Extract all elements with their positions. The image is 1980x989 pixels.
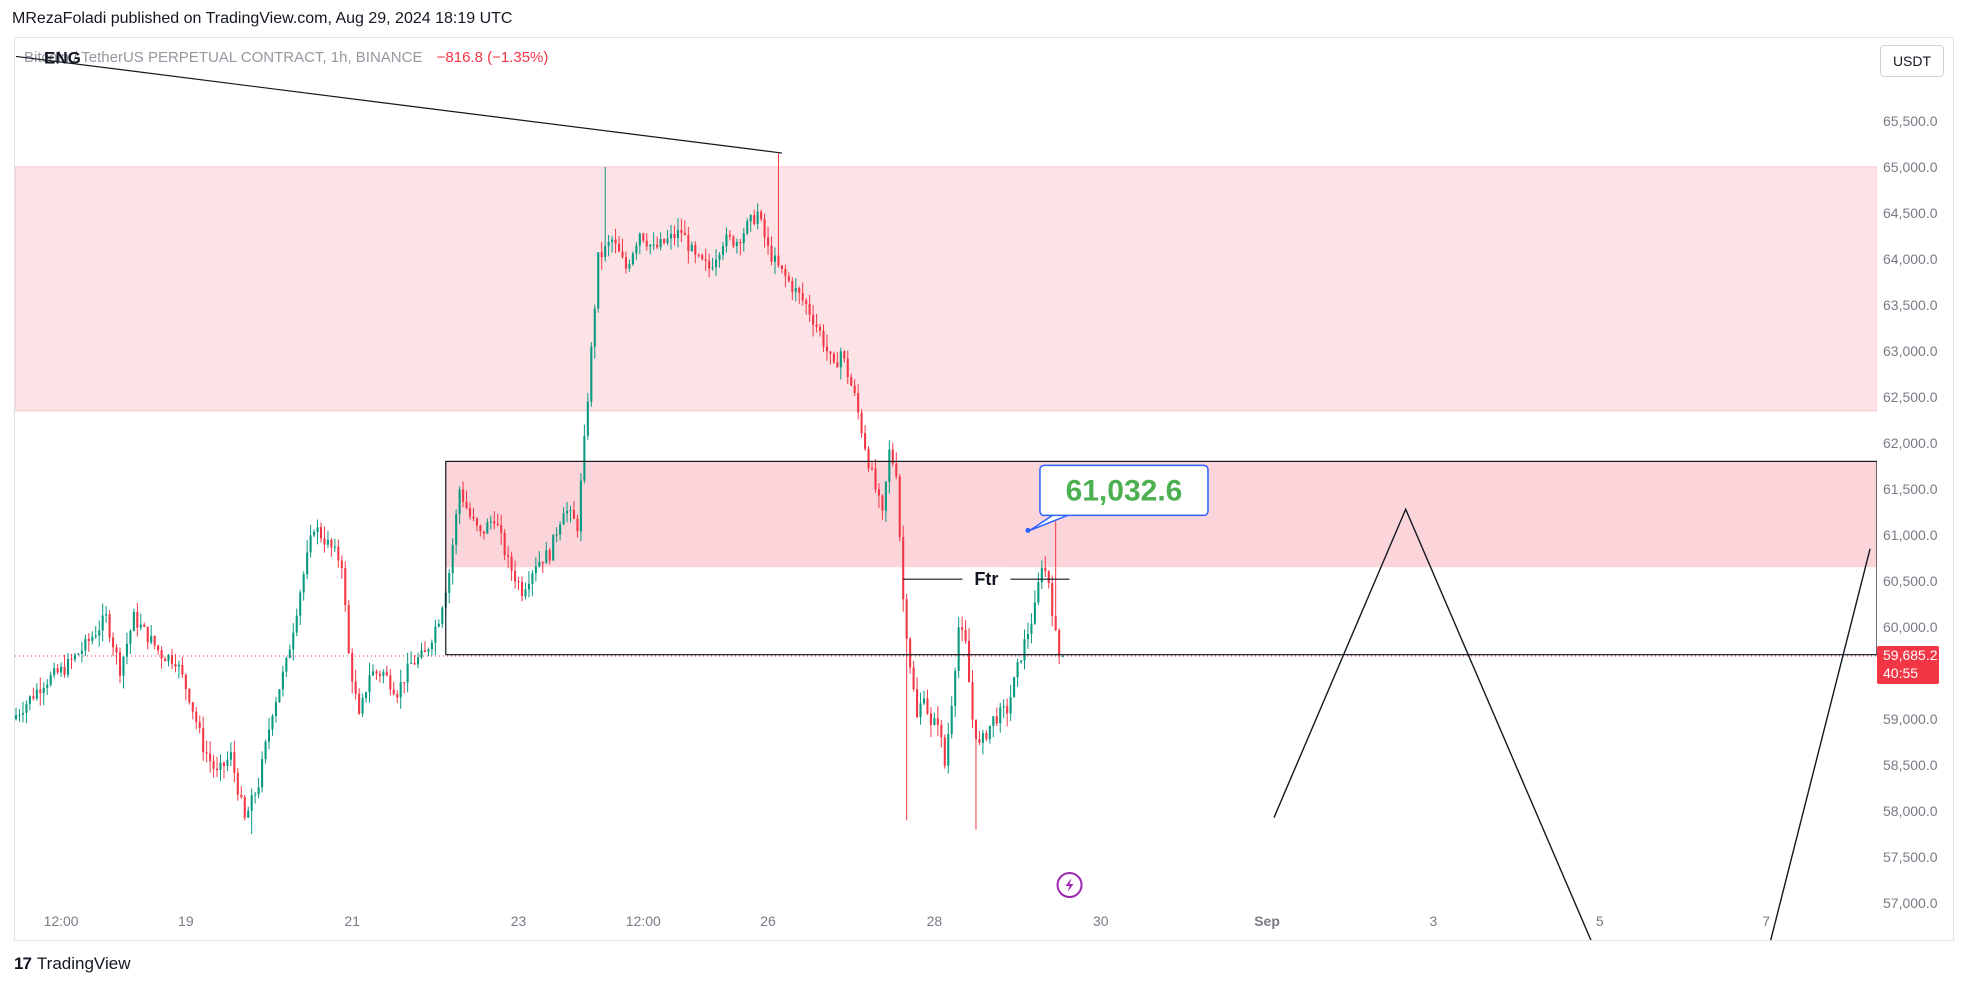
footer-brand-text: TradingView — [36, 954, 131, 973]
footer-brand[interactable]: 17 TradingView — [14, 954, 130, 974]
chart-frame — [14, 37, 1954, 941]
symbol-name[interactable]: Bitcoin / TetherUS PERPETUAL CONTRACT, 1… — [24, 49, 423, 66]
price-change: −816.8 (−1.35%) — [436, 49, 549, 66]
symbol-info: Bitcoin / TetherUS PERPETUAL CONTRACT, 1… — [24, 49, 548, 66]
currency-button[interactable]: USDT — [1880, 45, 1944, 77]
tradingview-logo-icon: 17 — [14, 954, 32, 973]
publisher-line: MRezaFoladi published on TradingView.com… — [12, 10, 513, 27]
